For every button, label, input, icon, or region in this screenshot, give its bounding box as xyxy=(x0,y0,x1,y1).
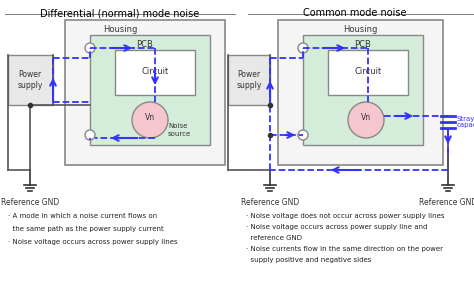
Circle shape xyxy=(132,102,168,138)
Circle shape xyxy=(85,43,95,53)
Bar xyxy=(303,35,423,145)
Text: Common mode noise: Common mode noise xyxy=(303,8,407,18)
Text: · Noise voltage does not occur across power supply lines: · Noise voltage does not occur across po… xyxy=(246,213,445,219)
Text: Differential (normal) mode noise: Differential (normal) mode noise xyxy=(40,8,200,18)
Text: Stray
capacitance: Stray capacitance xyxy=(457,116,474,129)
Bar xyxy=(65,20,225,165)
Text: · Noise currents flow in the same direction on the power: · Noise currents flow in the same direct… xyxy=(246,246,443,252)
Bar xyxy=(228,55,270,105)
Circle shape xyxy=(348,102,384,138)
Text: · Noise voltage occurs across power supply line and: · Noise voltage occurs across power supp… xyxy=(246,224,428,230)
Text: Housing: Housing xyxy=(103,25,137,34)
Text: Vn: Vn xyxy=(361,113,371,122)
Circle shape xyxy=(85,130,95,140)
Text: · Noise voltage occurs across power supply lines: · Noise voltage occurs across power supp… xyxy=(8,239,178,245)
Text: the same path as the power supply current: the same path as the power supply curren… xyxy=(8,226,164,232)
Text: Reference GND: Reference GND xyxy=(1,198,59,207)
Text: Power
supply: Power supply xyxy=(18,70,43,90)
Text: Vn: Vn xyxy=(145,113,155,122)
Text: supply positive and negative sides: supply positive and negative sides xyxy=(246,257,371,263)
Bar xyxy=(115,50,195,95)
Bar xyxy=(328,50,408,95)
Text: PCB: PCB xyxy=(355,40,372,49)
Circle shape xyxy=(298,43,308,53)
Text: Housing: Housing xyxy=(343,25,377,34)
Text: Circuit: Circuit xyxy=(355,67,382,77)
Text: Reference GND: Reference GND xyxy=(241,198,299,207)
Text: Reference GND: Reference GND xyxy=(419,198,474,207)
Bar xyxy=(8,55,53,105)
Text: Power
supply: Power supply xyxy=(237,70,262,90)
Bar xyxy=(278,20,443,165)
Text: · A mode in which a noise current flows on: · A mode in which a noise current flows … xyxy=(8,213,157,219)
Circle shape xyxy=(298,130,308,140)
Bar xyxy=(90,35,210,145)
Text: Noise
source: Noise source xyxy=(168,124,191,137)
Text: Circuit: Circuit xyxy=(141,67,169,77)
Text: PCB: PCB xyxy=(137,40,154,49)
Text: reference GND: reference GND xyxy=(246,235,302,241)
